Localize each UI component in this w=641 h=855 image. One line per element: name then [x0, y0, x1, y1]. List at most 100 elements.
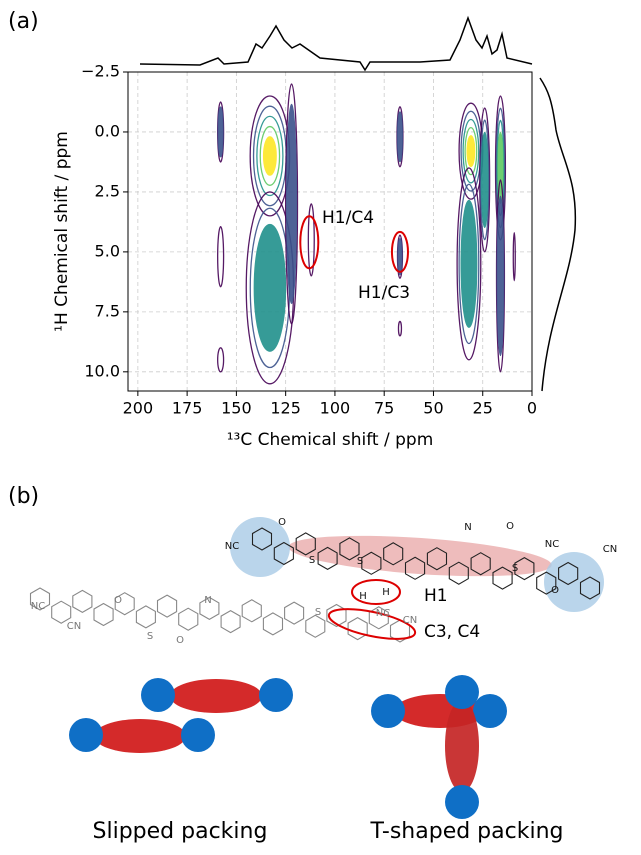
ring	[383, 542, 404, 566]
atom-label: O	[278, 517, 286, 528]
ring	[51, 600, 72, 624]
structures: H1 C3, C4 NC O N O S S S NC CN O H H NC CN O N O S S NC CN	[29, 517, 617, 646]
x-tick-label: 200	[123, 399, 154, 418]
end	[473, 694, 507, 728]
ring	[156, 594, 178, 618]
ring	[114, 592, 135, 616]
atom-label: H	[382, 587, 390, 598]
atom-label: N	[204, 595, 211, 606]
atom-label: N	[464, 522, 471, 533]
ring	[368, 606, 389, 630]
core	[445, 700, 479, 792]
end	[259, 678, 293, 712]
ring	[426, 547, 448, 571]
atom-label: O	[114, 595, 122, 606]
atom-label: O	[506, 521, 514, 532]
atom-label: S	[512, 563, 518, 574]
contour	[512, 232, 516, 282]
contour	[456, 167, 482, 361]
ring	[93, 602, 114, 627]
side-projection	[539, 77, 577, 392]
top-projection	[139, 15, 533, 72]
atom-label: CN	[603, 544, 617, 555]
contour	[464, 126, 478, 176]
contour	[466, 135, 476, 168]
y-tick-label: −2.5	[81, 62, 120, 81]
highlight-ring	[390, 230, 409, 273]
x-tick-label: 100	[320, 399, 351, 418]
packing: Slipped packing T-shaped packing	[69, 675, 564, 844]
atom-label: NC	[31, 601, 45, 612]
atom-label: O	[551, 585, 559, 596]
packing-label: Slipped packing	[93, 819, 268, 844]
x-tick-label: 0	[527, 399, 537, 418]
ring	[262, 612, 284, 636]
y-tick-label: 7.5	[95, 301, 120, 320]
contour	[396, 111, 404, 163]
contour	[286, 103, 298, 305]
highlight-ring	[327, 608, 417, 640]
x-tick-label: 125	[270, 399, 301, 418]
x-tick-label: 75	[374, 399, 394, 418]
end	[371, 694, 405, 728]
end	[181, 718, 215, 752]
atom-label: S	[309, 555, 315, 566]
contour	[458, 183, 480, 345]
x-tick-label: 50	[423, 399, 443, 418]
ring	[404, 556, 426, 580]
contour	[285, 83, 299, 325]
end	[445, 785, 479, 819]
ring	[135, 605, 156, 629]
atom-label: NC	[225, 541, 239, 552]
axes: 200 175 150 125 100 75 50 25 0 −2.5 0.0 2.5 5.0 7.5 10…	[52, 62, 537, 451]
core	[170, 679, 262, 713]
core	[94, 719, 186, 753]
annotation: H1/C3	[358, 283, 410, 303]
packing-label: T-shaped packing	[369, 819, 563, 844]
core-highlight	[288, 535, 552, 577]
contour	[460, 199, 478, 328]
contour	[479, 119, 490, 241]
ring	[558, 561, 579, 586]
atom-label: O	[176, 635, 184, 646]
contour	[479, 107, 491, 253]
ring	[347, 616, 368, 641]
y-tick-label: 2.5	[95, 181, 120, 200]
contour	[217, 226, 225, 288]
x-axis-label: ¹³C Chemical shift / ppm	[227, 430, 434, 450]
y-axis-label: ¹H Chemical shift / ppm	[52, 131, 72, 332]
x-tick-label: 25	[473, 399, 493, 418]
ring	[339, 537, 360, 561]
atom-label: CN	[403, 615, 417, 626]
ring	[317, 546, 338, 571]
contour	[397, 320, 403, 337]
ring	[251, 527, 273, 551]
ring	[448, 561, 469, 585]
x-tick-label: 175	[172, 399, 203, 418]
atom-label: NC	[545, 539, 559, 550]
panel-label: (b)	[8, 484, 39, 509]
ring	[273, 541, 294, 566]
end-group	[230, 517, 290, 577]
contour	[217, 106, 224, 158]
ring	[178, 607, 199, 631]
ring	[536, 571, 557, 595]
contour	[495, 179, 506, 373]
ring	[72, 589, 93, 614]
atom-label: S	[357, 556, 363, 567]
ring	[579, 576, 601, 600]
end	[445, 675, 479, 709]
molecule	[251, 527, 601, 600]
plot-frame	[127, 71, 533, 392]
ring	[284, 601, 305, 625]
y-tick-label: 5.0	[95, 241, 120, 260]
ring	[199, 596, 220, 621]
ring	[492, 566, 513, 590]
contour	[480, 131, 489, 229]
ring	[241, 599, 262, 623]
contour	[253, 223, 287, 352]
y-tick-label: 0.0	[95, 121, 120, 140]
atom-label: S	[147, 631, 153, 642]
highlight-ring	[351, 579, 401, 605]
